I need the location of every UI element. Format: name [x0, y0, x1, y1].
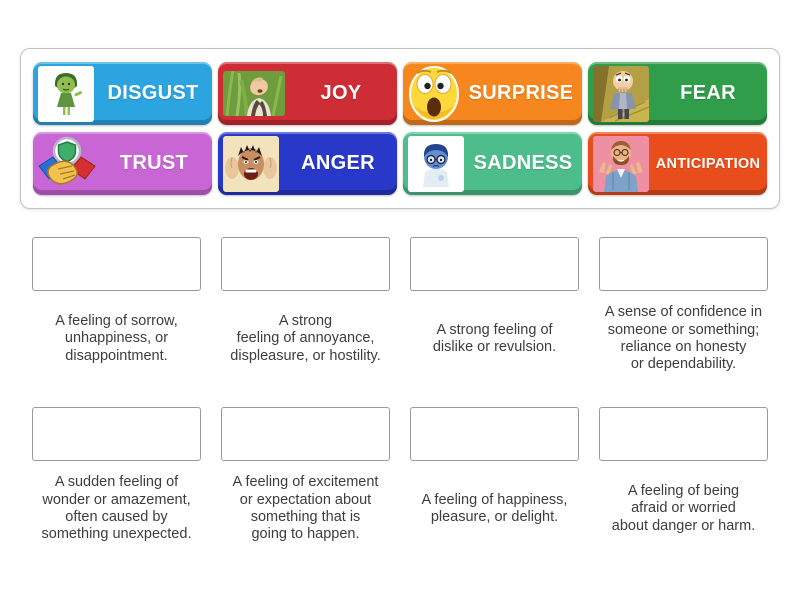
match-cell-2: A strong feeling of annoyance, displeasu…	[219, 237, 392, 385]
card-sadness[interactable]: SADNESS	[403, 132, 582, 195]
card-trust[interactable]: TRUST	[33, 132, 212, 195]
card-anger[interactable]: ANGER	[218, 132, 397, 195]
match-cell-1: A feeling of sorrow, unhappiness, or dis…	[30, 237, 203, 385]
sadness-character-image	[408, 135, 464, 192]
card-anticipation[interactable]: ANTICIPATION	[588, 132, 767, 195]
card-label-trust: TRUST	[119, 152, 189, 174]
card-joy[interactable]: JOY	[218, 62, 397, 125]
laughing-child-photo	[223, 71, 285, 116]
screaming-man-photo	[223, 135, 279, 192]
definition-text-2: A strong feeling of annoyance, displeasu…	[230, 312, 381, 364]
drop-zone-7[interactable]	[410, 407, 579, 461]
definition-text-4: A sense of confidence in someone or some…	[604, 304, 763, 373]
card-label-anger: ANGER	[301, 152, 375, 174]
drop-zone-3[interactable]	[410, 237, 579, 291]
scared-man-cartoon-image	[593, 65, 649, 122]
card-label-surprise: SURPRISE	[468, 82, 574, 104]
card-label-joy: JOY	[320, 82, 362, 104]
match-cell-7: A feeling of happiness, pleasure, or del…	[408, 407, 581, 555]
definition-text-5: A sudden feeling of wonder or amazement,…	[41, 474, 192, 543]
card-disgust[interactable]: DISGUST	[33, 62, 212, 125]
match-cell-6: A feeling of excitement or expectation a…	[219, 407, 392, 555]
drop-zone-2[interactable]	[221, 237, 390, 291]
surprised-emoji-image	[408, 65, 460, 122]
card-label-disgust: DISGUST	[107, 82, 199, 104]
card-label-fear: FEAR	[680, 82, 736, 104]
drop-zone-4[interactable]	[599, 237, 768, 291]
drop-zone-5[interactable]	[32, 407, 201, 461]
match-cell-8: A feeling of being afraid or worried abo…	[597, 407, 770, 555]
drop-zone-8[interactable]	[599, 407, 768, 461]
card-label-sadness: SADNESS	[473, 152, 573, 174]
definition-text-7: A feeling of happiness, pleasure, or del…	[421, 491, 568, 525]
definition-text-3: A strong feeling of dislike or revulsion…	[432, 321, 557, 355]
card-fear[interactable]: FEAR	[588, 62, 767, 125]
match-up-board: A feeling of sorrow, unhappiness, or dis…	[30, 237, 770, 555]
drop-zone-6[interactable]	[221, 407, 390, 461]
match-cell-5: A sudden feeling of wonder or amazement,…	[30, 407, 203, 555]
definition-text-6: A feeling of excitement or expectation a…	[232, 474, 379, 543]
card-surprise[interactable]: SURPRISE	[403, 62, 582, 125]
word-bank-panel: DISGUST JOY	[20, 48, 780, 209]
fingers-crossed-man-photo	[593, 135, 649, 192]
drop-zone-1[interactable]	[32, 237, 201, 291]
match-cell-3: A strong feeling of dislike or revulsion…	[408, 237, 581, 385]
handshake-shield-clipart-image	[38, 136, 96, 192]
card-label-anticipation: ANTICIPATION	[655, 155, 761, 172]
disgust-character-image	[38, 65, 94, 122]
definition-text-1: A feeling of sorrow, unhappiness, or dis…	[55, 312, 178, 364]
definition-text-8: A feeling of being afraid or worried abo…	[611, 482, 756, 534]
match-cell-4: A sense of confidence in someone or some…	[597, 237, 770, 385]
